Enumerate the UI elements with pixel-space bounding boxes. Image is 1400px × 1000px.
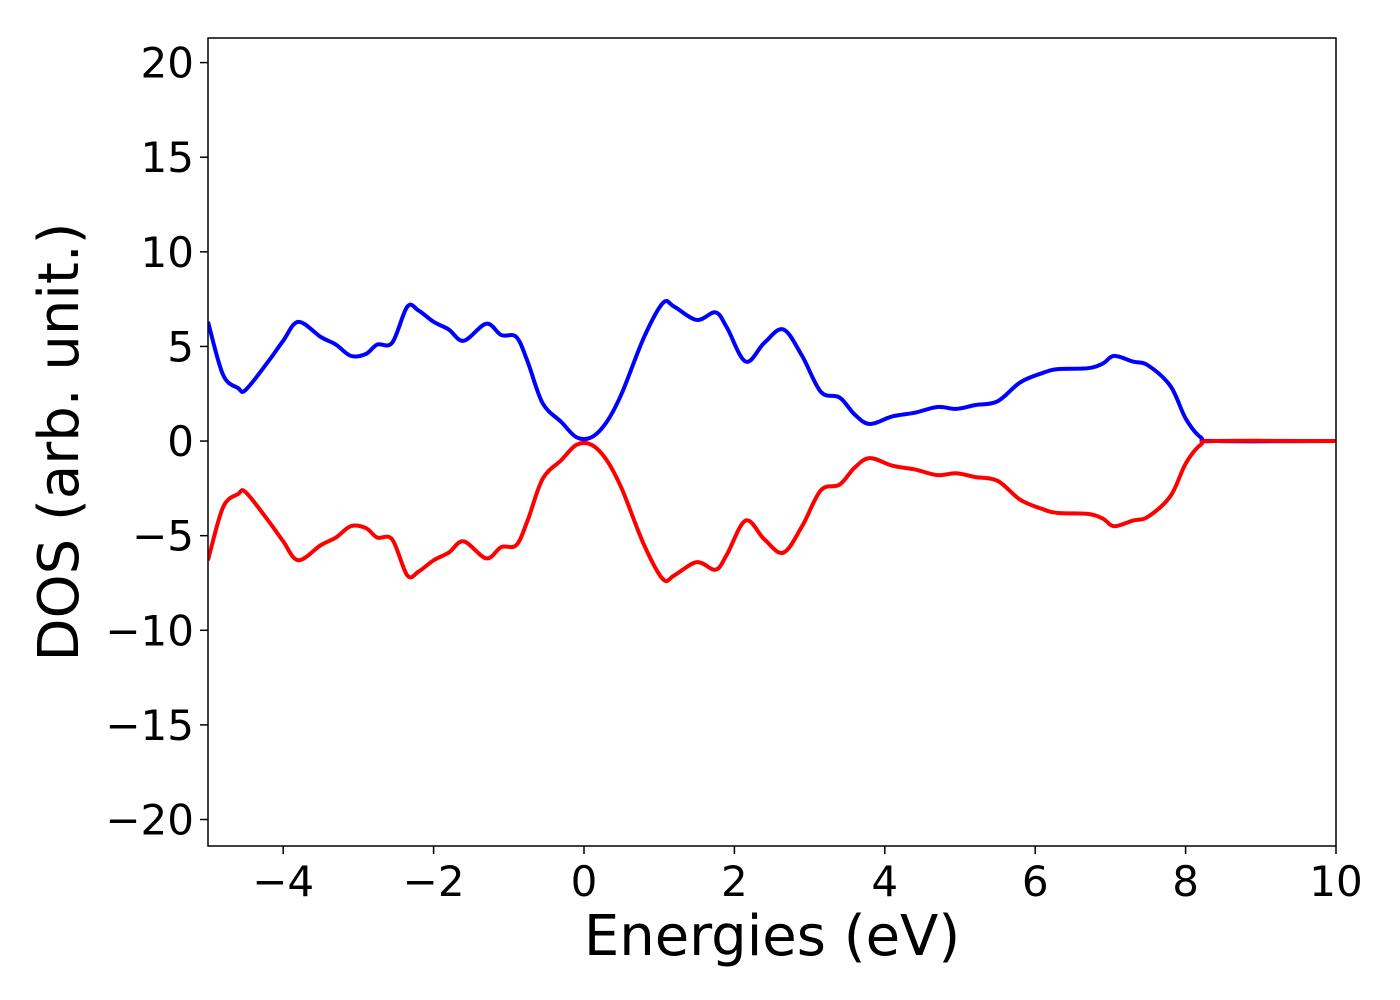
y-tick-label: −20 [105,796,194,845]
y-tick-label: −5 [132,512,194,561]
y-tick-label: 5 [167,322,194,371]
x-tick-label: 8 [1172,857,1199,906]
x-tick-label: −2 [403,857,465,906]
x-tick-label: 2 [721,857,748,906]
dos-line [208,299,1336,444]
y-tick-label: 20 [141,39,194,88]
dos-line [208,438,1336,584]
y-tick-label: 10 [141,228,194,277]
x-axis-label: Energies (eV) [584,904,960,969]
plot-frame [207,37,1337,847]
y-tick-label: −15 [105,701,194,750]
x-tick-label: 6 [1022,857,1049,906]
x-tick-label: −4 [252,857,314,906]
y-axis-label: DOS (arb. unit.) [27,222,92,661]
y-tick-label: 0 [167,417,194,466]
x-tick-label: 10 [1309,857,1362,906]
y-tick-label: −10 [105,606,194,655]
y-tick-label: 15 [141,133,194,182]
x-tick-label: 0 [571,857,598,906]
x-tick-label: 4 [871,857,898,906]
